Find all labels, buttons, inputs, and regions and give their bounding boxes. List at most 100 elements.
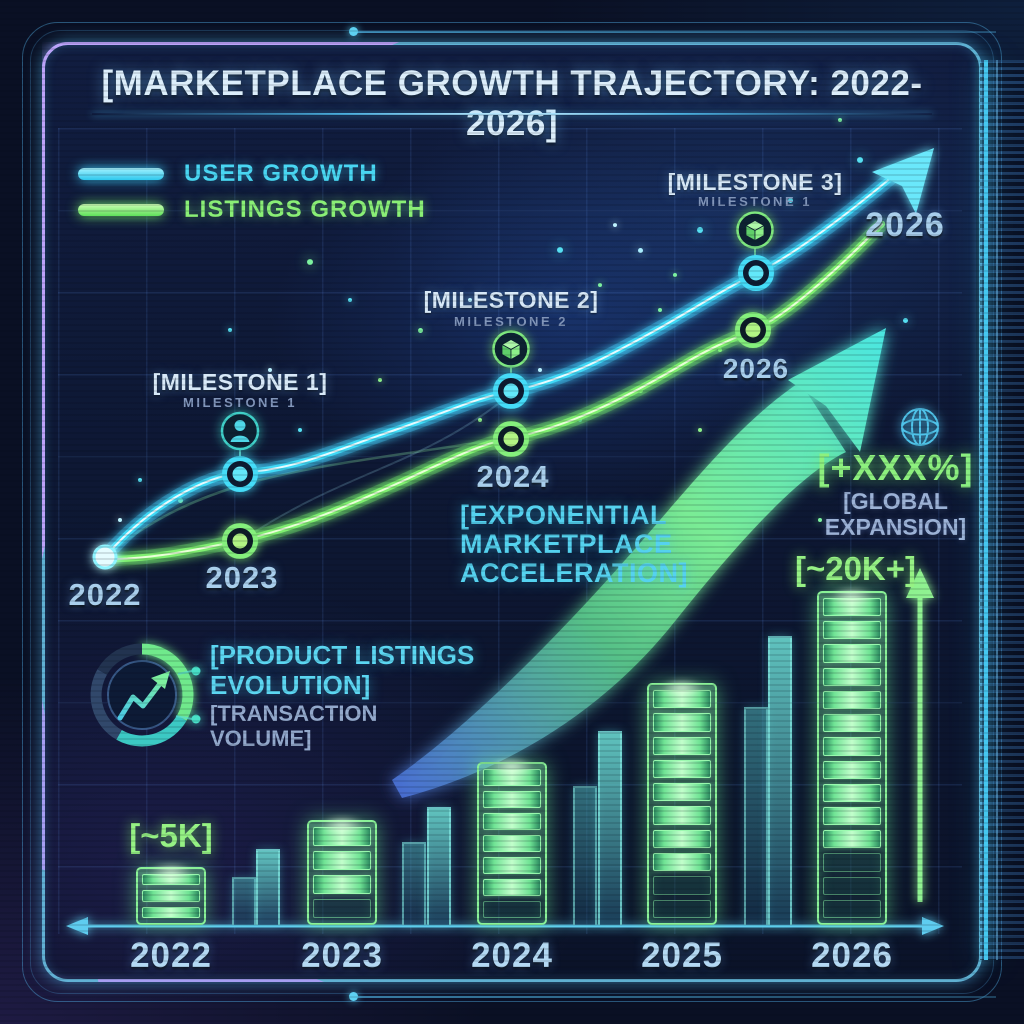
transaction-volume-label: [TRANSACTION VOLUME] [210, 701, 450, 751]
bar-axis-year: 2023 [301, 936, 383, 975]
acceleration-line3: ACCELERATION] [460, 558, 688, 588]
bar-segment [142, 906, 200, 918]
bar-segment [653, 899, 711, 918]
bar-segment [313, 899, 371, 918]
bar-segment [653, 829, 711, 849]
bar-segment [823, 690, 881, 710]
bar-segment [313, 875, 371, 894]
sparkle [138, 478, 142, 482]
bar-segment [653, 690, 711, 709]
secondary-bar [402, 842, 426, 925]
listings-bar-2023 [307, 820, 377, 925]
milestone3-subtitle: MILESTONE 1 [698, 194, 812, 209]
sparkle [637, 247, 643, 253]
acceleration-line2: MARKETPLACE [460, 529, 673, 559]
sparkle [307, 259, 313, 265]
sparkle [673, 273, 677, 277]
bar-segment [823, 760, 881, 779]
bar-segment [823, 806, 881, 826]
sparkle [637, 387, 643, 393]
top-circuit-node [349, 27, 358, 36]
listings-bar-2025 [647, 683, 717, 925]
bar-segment [823, 830, 881, 849]
bar-segment [483, 835, 541, 852]
title-divider [92, 113, 932, 115]
line-year-2026-green: 2026 [722, 353, 790, 384]
sparkle [378, 378, 382, 382]
sparkle [697, 227, 703, 233]
milestone3-title: [MILESTONE 3] [667, 169, 843, 195]
bar-segment [653, 783, 711, 802]
transaction-volume-line1: [TRANSACTION [210, 701, 378, 726]
right-edge-stripes [980, 60, 1024, 960]
sparkle [228, 328, 232, 332]
legend: USER GROWTH LISTINGS GROWTH [78, 160, 426, 233]
bar-segment [483, 901, 541, 918]
bar-segment [653, 736, 711, 755]
bar-segment [313, 827, 371, 846]
listings-bar-2026 [817, 591, 887, 925]
bottom-circuit-node [349, 992, 358, 1001]
global-expansion-label: [GLOBAL EXPANSION] [803, 488, 988, 540]
global-expansion-line1: [GLOBAL [843, 488, 948, 514]
sparkle [348, 298, 352, 302]
sparkle [177, 497, 183, 503]
transaction-volume-line2: VOLUME] [210, 726, 312, 751]
legend-label: USER GROWTH [184, 160, 378, 187]
secondary-bar [256, 849, 280, 925]
bar-segment [653, 713, 711, 732]
milestone2-title: [MILESTONE 2] [423, 287, 599, 313]
sparkle [578, 418, 582, 422]
milestone1-subtitle: MILESTONE 1 [183, 395, 297, 410]
bar-segment [823, 621, 881, 640]
bar-segment [823, 714, 881, 733]
line-year-2024: 2024 [476, 459, 550, 494]
bar-segment [653, 876, 711, 895]
bar-segment [823, 876, 881, 895]
sparkle [698, 428, 702, 432]
bar-segment [142, 874, 200, 886]
secondary-bar [744, 707, 768, 925]
bar-segment [483, 857, 541, 874]
top-circuit-trace [356, 31, 996, 33]
product-listings-line2: EVOLUTION] [210, 670, 371, 700]
sparkle [478, 418, 482, 422]
listings-growth-swatch [78, 204, 164, 216]
secondary-bar [768, 636, 792, 925]
secondary-bar [427, 807, 451, 925]
sparkle [538, 368, 542, 372]
sparkle [838, 118, 842, 122]
bar-axis-year: 2026 [811, 936, 893, 975]
sparkle [902, 317, 908, 323]
sparkle [757, 467, 763, 473]
listings-bar-2024 [477, 762, 547, 925]
bar-max-value-label: [~20K+] [794, 550, 917, 587]
legend-item-listings-growth: LISTINGS GROWTH [78, 196, 426, 223]
bar-segment [823, 783, 881, 802]
bar-segment [823, 853, 881, 872]
bar-segment [142, 890, 200, 902]
sparkle [118, 518, 122, 522]
bar-axis-year: 2025 [641, 936, 723, 975]
page-title: [MARKETPLACE GROWTH TRAJECTORY: 2022-202… [101, 64, 923, 143]
sparkle [557, 247, 563, 253]
acceleration-line1: [EXPONENTIAL [460, 500, 668, 530]
sparkle [857, 157, 863, 163]
line-year-2023: 2023 [205, 560, 279, 595]
bar-segment [823, 644, 881, 663]
bottom-circuit-trace [356, 996, 996, 998]
secondary-bar [598, 731, 622, 925]
sparkle [718, 348, 722, 352]
bar-axis-year: 2024 [471, 936, 553, 975]
product-listings-label: [PRODUCT LISTINGS EVOLUTION] [210, 640, 490, 700]
bar-segment [653, 853, 711, 872]
bar-axis-year: 2022 [130, 936, 212, 975]
milestone1-title: [MILESTONE 1] [152, 369, 328, 395]
secondary-bar [232, 877, 256, 925]
user-growth-swatch [78, 168, 164, 180]
legend-label: LISTINGS GROWTH [184, 196, 426, 223]
sparkle [613, 223, 617, 227]
bar-segment [823, 899, 881, 919]
acceleration-annotation: [EXPONENTIAL MARKETPLACE ACCELERATION] [460, 501, 700, 588]
